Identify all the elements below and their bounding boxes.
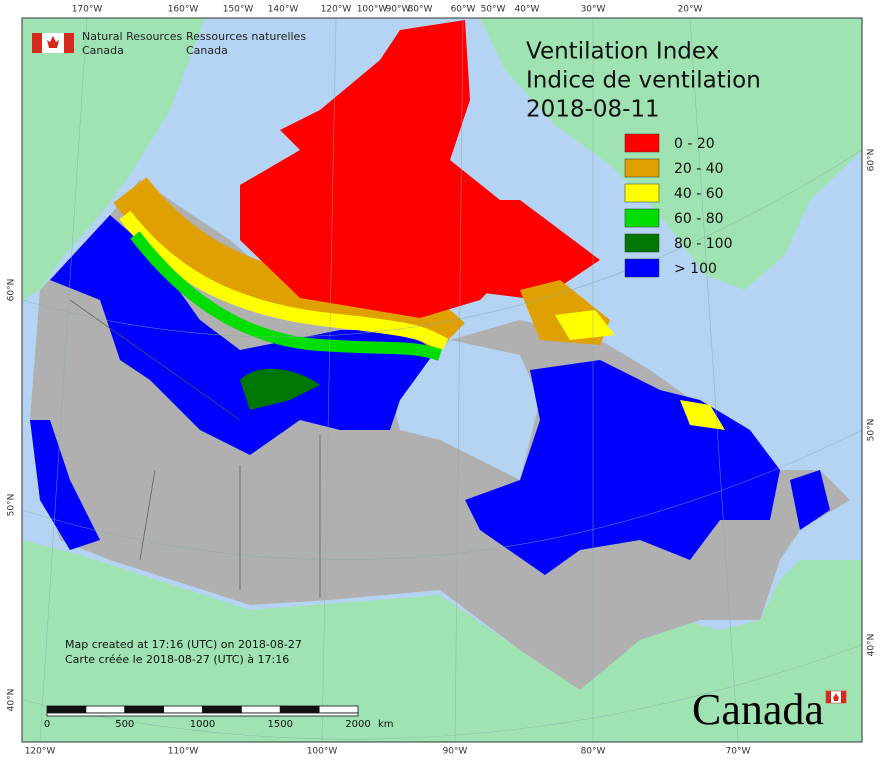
zone-labrador bbox=[680, 400, 725, 430]
scale-segment bbox=[46, 712, 359, 717]
legend-label: 0 - 20 bbox=[674, 136, 715, 152]
latitude-label: 40°N bbox=[7, 689, 17, 712]
scale-label: 0 bbox=[44, 719, 50, 730]
legend-label: > 100 bbox=[674, 261, 717, 277]
latitude-label: 50°N bbox=[867, 419, 877, 442]
longitude-label: 50°W bbox=[481, 5, 506, 15]
legend-swatch bbox=[624, 183, 660, 203]
agency-en: Natural Resources bbox=[82, 30, 183, 43]
agency-fr: Canada bbox=[186, 44, 228, 57]
latitude-label: 60°N bbox=[7, 279, 17, 302]
longitude-label: 140°W bbox=[268, 5, 299, 15]
legend-label: 40 - 60 bbox=[674, 186, 724, 202]
scale-segment bbox=[85, 705, 126, 714]
scale-segment bbox=[163, 705, 203, 714]
legend-label: 20 - 40 bbox=[674, 161, 724, 177]
zone-west bbox=[50, 215, 440, 455]
zone-band-green bbox=[130, 231, 442, 361]
note: Map created at 17:16 (UTC) on 2018-08-27 bbox=[65, 638, 302, 651]
scale-label: 1000 bbox=[190, 719, 215, 730]
map-frame bbox=[21, 17, 863, 743]
title: Indice de ventilation bbox=[526, 68, 761, 94]
usa bbox=[22, 540, 862, 742]
longitude-label: 170°W bbox=[72, 5, 103, 15]
note: Carte créée le 2018-08-27 (UTC) à 17:16 bbox=[65, 653, 289, 666]
greenland bbox=[480, 18, 862, 290]
zone-dark-green bbox=[240, 368, 320, 410]
scale-label: 1500 bbox=[268, 719, 293, 730]
longitude-label: 160°W bbox=[168, 5, 199, 15]
latitude-label: 60°N bbox=[867, 149, 877, 172]
latitude-label: 40°N bbox=[867, 634, 877, 657]
legend-label: 80 - 100 bbox=[674, 236, 733, 252]
legend-swatch bbox=[624, 208, 660, 228]
longitude-label: 80°W bbox=[581, 747, 606, 757]
borders bbox=[69, 299, 321, 598]
scale-segment bbox=[202, 705, 242, 714]
graticule bbox=[21, 17, 863, 743]
graticule-line bbox=[21, 17, 863, 743]
scale-segment bbox=[279, 705, 320, 714]
longitude-label: 90°W bbox=[443, 747, 468, 757]
wordmark: Canada bbox=[692, 685, 847, 734]
legend-swatch bbox=[624, 258, 660, 278]
wordmark-text: Canada bbox=[692, 685, 824, 734]
legend-swatch bbox=[624, 233, 660, 253]
longitude-label: 40°W bbox=[515, 5, 540, 15]
zone-newfoundland bbox=[790, 470, 830, 530]
agency-fr: Ressources naturelles bbox=[186, 30, 306, 43]
longitude-label: 120°W bbox=[321, 5, 352, 15]
longitude-label: 70°W bbox=[726, 747, 751, 757]
maple-leaf bbox=[833, 693, 839, 701]
legend-swatch bbox=[624, 133, 660, 153]
flag-bar bbox=[32, 33, 42, 53]
scale-segment bbox=[124, 705, 165, 714]
zone-baffin-yellow bbox=[555, 310, 615, 340]
longitude-label: 100°W bbox=[307, 747, 338, 757]
legend-swatch bbox=[624, 158, 660, 178]
latitude-label: 50°N bbox=[7, 494, 17, 517]
scale-segment bbox=[318, 705, 359, 714]
scale-label: 500 bbox=[115, 719, 134, 730]
maple-leaf bbox=[47, 36, 59, 48]
scale-label: 2000 bbox=[345, 719, 370, 730]
frame-border bbox=[21, 17, 863, 743]
hudson-bay bbox=[390, 340, 540, 480]
zone-baffin bbox=[430, 200, 600, 300]
zone-band-yellow bbox=[119, 210, 449, 352]
flag-bar bbox=[64, 33, 74, 53]
tick-labels: 170°W 160°W 150°W 140°W 120°W 100°W90°W80°W 60… bbox=[7, 5, 877, 757]
flag-bar bbox=[826, 691, 831, 703]
agency: Natural Resources Canada Ressources natu… bbox=[32, 30, 306, 57]
longitude-label: 120°W bbox=[25, 747, 56, 757]
scale-segment bbox=[240, 705, 281, 714]
title: Ventilation Index bbox=[526, 39, 719, 65]
longitude-label: 60°W bbox=[451, 5, 476, 15]
scale-segment bbox=[46, 705, 87, 714]
longitude-label: 20°W bbox=[678, 5, 703, 15]
flag-bar bbox=[841, 691, 846, 703]
longitude-label: 150°W bbox=[223, 5, 254, 15]
legend-label: 60 - 80 bbox=[674, 211, 724, 227]
title: 2018-08-11 bbox=[526, 97, 660, 123]
scale-unit: km bbox=[378, 719, 394, 730]
alaska bbox=[22, 18, 205, 300]
longitude-label: 80°W bbox=[408, 5, 433, 15]
zone-coast bbox=[30, 420, 100, 550]
legend: 0 - 20 20 - 40 40 - 60 60 - 80 80 - 100 > 100 bbox=[624, 133, 733, 278]
longitude-label: 30°W bbox=[581, 5, 606, 15]
longitude-label: 90°W bbox=[386, 5, 411, 15]
province-border bbox=[69, 299, 321, 598]
scale-bar: 0 500 1000 1500 2000 km bbox=[44, 705, 394, 730]
agency-en: Canada bbox=[82, 44, 124, 57]
longitude-label: 100°W bbox=[357, 5, 388, 15]
longitude-label: 110°W bbox=[168, 747, 199, 757]
